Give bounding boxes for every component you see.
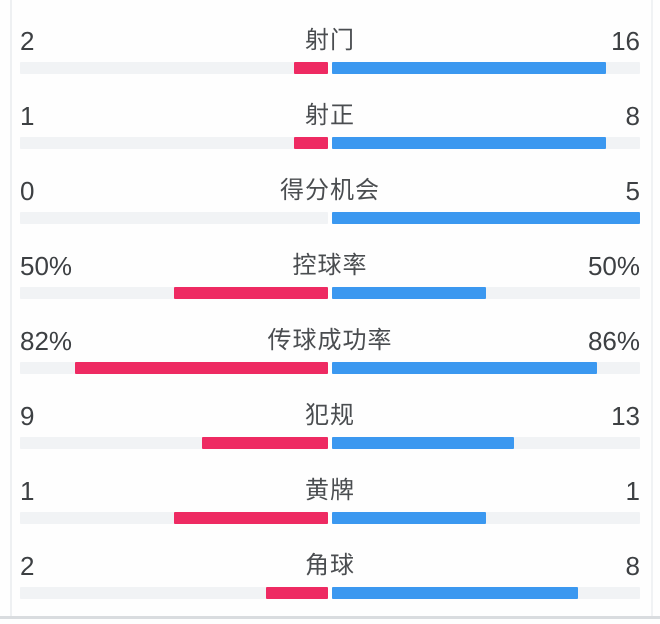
stat-row: 9 犯规 13	[20, 387, 640, 462]
stat-values-line: 50% 控球率 50%	[20, 237, 640, 287]
stat-row: 50% 控球率 50%	[20, 237, 640, 312]
stat-values-line: 2 角球 8	[20, 537, 640, 587]
home-bar	[293, 62, 328, 74]
home-value: 1	[20, 475, 35, 506]
stat-row: 2 角球 8	[20, 537, 640, 612]
card-right-border	[651, 0, 653, 617]
away-value: 50%	[587, 250, 640, 281]
away-value: 5	[625, 175, 640, 206]
away-value: 16	[611, 25, 640, 56]
away-bar-track	[332, 62, 640, 74]
stat-row: 1 射正 8	[20, 87, 640, 162]
home-bar-track	[20, 287, 328, 299]
away-bar	[332, 512, 486, 524]
stat-values-line: 9 犯规 13	[20, 387, 640, 437]
away-bar	[332, 587, 579, 599]
home-bar-track	[20, 62, 328, 74]
stat-bar-track	[20, 287, 640, 299]
home-bar-track	[20, 512, 328, 524]
home-bar-track	[20, 137, 328, 149]
away-bar	[332, 212, 640, 224]
away-bar	[332, 362, 597, 374]
stat-label: 黄牌	[305, 476, 355, 504]
stat-label: 射门	[305, 26, 355, 54]
away-bar-track	[332, 212, 640, 224]
stat-bar-track	[20, 587, 640, 599]
home-value: 1	[20, 100, 35, 131]
home-bar	[174, 512, 328, 524]
stat-bar-track	[20, 512, 640, 524]
away-bar-track	[332, 137, 640, 149]
away-value: 8	[625, 100, 640, 131]
home-bar-track	[20, 212, 328, 224]
home-bar	[202, 437, 328, 449]
home-bar	[293, 137, 328, 149]
away-bar	[332, 437, 514, 449]
away-bar	[332, 137, 606, 149]
stat-row: 0 得分机会 5	[20, 162, 640, 237]
away-bar-track	[332, 512, 640, 524]
home-value: 2	[20, 550, 35, 581]
stats-rows: 2 射门 16 1 射正 8 0	[20, 12, 640, 612]
home-value: 0	[20, 175, 35, 206]
home-bar-track	[20, 437, 328, 449]
home-value: 50%	[20, 250, 73, 281]
stat-label: 犯规	[305, 401, 355, 429]
card-left-border	[10, 0, 12, 617]
stat-label: 控球率	[292, 251, 368, 279]
home-bar	[266, 587, 328, 599]
stat-row: 82% 传球成功率 86%	[20, 312, 640, 387]
stat-label: 得分机会	[280, 176, 380, 204]
home-bar	[174, 287, 328, 299]
stat-values-line: 1 射正 8	[20, 87, 640, 137]
home-bar	[75, 362, 328, 374]
stat-bar-track	[20, 212, 640, 224]
home-value: 82%	[20, 325, 73, 356]
stat-values-line: 0 得分机会 5	[20, 162, 640, 212]
away-value: 8	[625, 550, 640, 581]
stat-values-line: 82% 传球成功率 86%	[20, 312, 640, 362]
away-bar-track	[332, 587, 640, 599]
home-bar-track	[20, 587, 328, 599]
stat-label: 角球	[305, 551, 355, 579]
away-bar	[332, 287, 486, 299]
away-bar-track	[332, 437, 640, 449]
stat-values-line: 1 黄牌 1	[20, 462, 640, 512]
stat-bar-track	[20, 137, 640, 149]
home-bar-track	[20, 362, 328, 374]
stat-bar-track	[20, 437, 640, 449]
stat-label: 传球成功率	[267, 326, 393, 354]
away-value: 1	[625, 475, 640, 506]
stat-row: 2 射门 16	[20, 12, 640, 87]
stat-row: 1 黄牌 1	[20, 462, 640, 537]
away-bar-track	[332, 362, 640, 374]
home-value: 2	[20, 25, 35, 56]
stat-label: 射正	[305, 101, 355, 129]
stat-bar-track	[20, 62, 640, 74]
card-bottom-divider	[0, 616, 660, 619]
away-bar	[332, 62, 606, 74]
away-value: 86%	[587, 325, 640, 356]
home-value: 9	[20, 400, 35, 431]
away-bar-track	[332, 287, 640, 299]
stat-values-line: 2 射门 16	[20, 12, 640, 62]
stat-bar-track	[20, 362, 640, 374]
away-value: 13	[611, 400, 640, 431]
